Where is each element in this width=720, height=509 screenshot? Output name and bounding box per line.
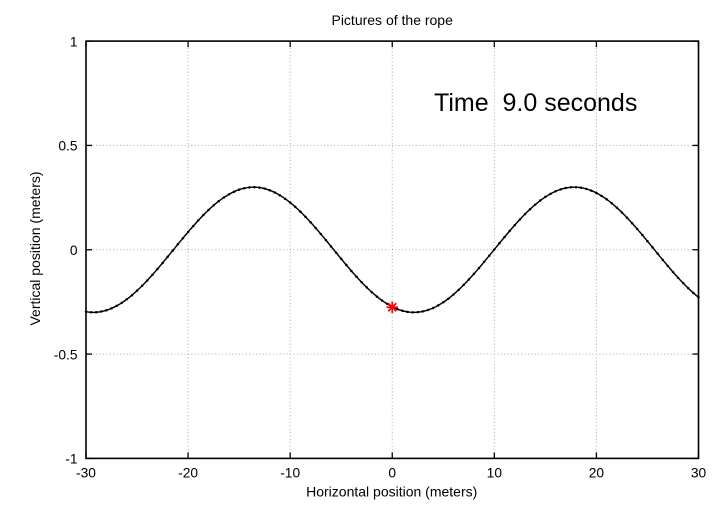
svg-text:30: 30 [691, 466, 707, 481]
svg-text:-30: -30 [76, 466, 96, 481]
svg-text:-1: -1 [65, 452, 77, 467]
svg-text:10: 10 [487, 466, 503, 481]
svg-text:Vertical position (meters): Vertical position (meters) [27, 171, 43, 325]
svg-text:1: 1 [70, 34, 78, 49]
svg-text:0.5: 0.5 [58, 139, 78, 154]
svg-text:Time 9.0 seconds: Time 9.0 seconds [434, 89, 637, 117]
svg-text:Horizontal position (meters): Horizontal position (meters) [306, 483, 477, 499]
svg-text:-20: -20 [178, 466, 198, 481]
svg-text:Pictures of the rope: Pictures of the rope [331, 12, 453, 28]
svg-text:-0.5: -0.5 [54, 347, 78, 362]
svg-text:0: 0 [388, 466, 396, 481]
svg-text:-10: -10 [280, 466, 300, 481]
svg-text:0: 0 [70, 243, 78, 258]
svg-text:20: 20 [589, 466, 605, 481]
